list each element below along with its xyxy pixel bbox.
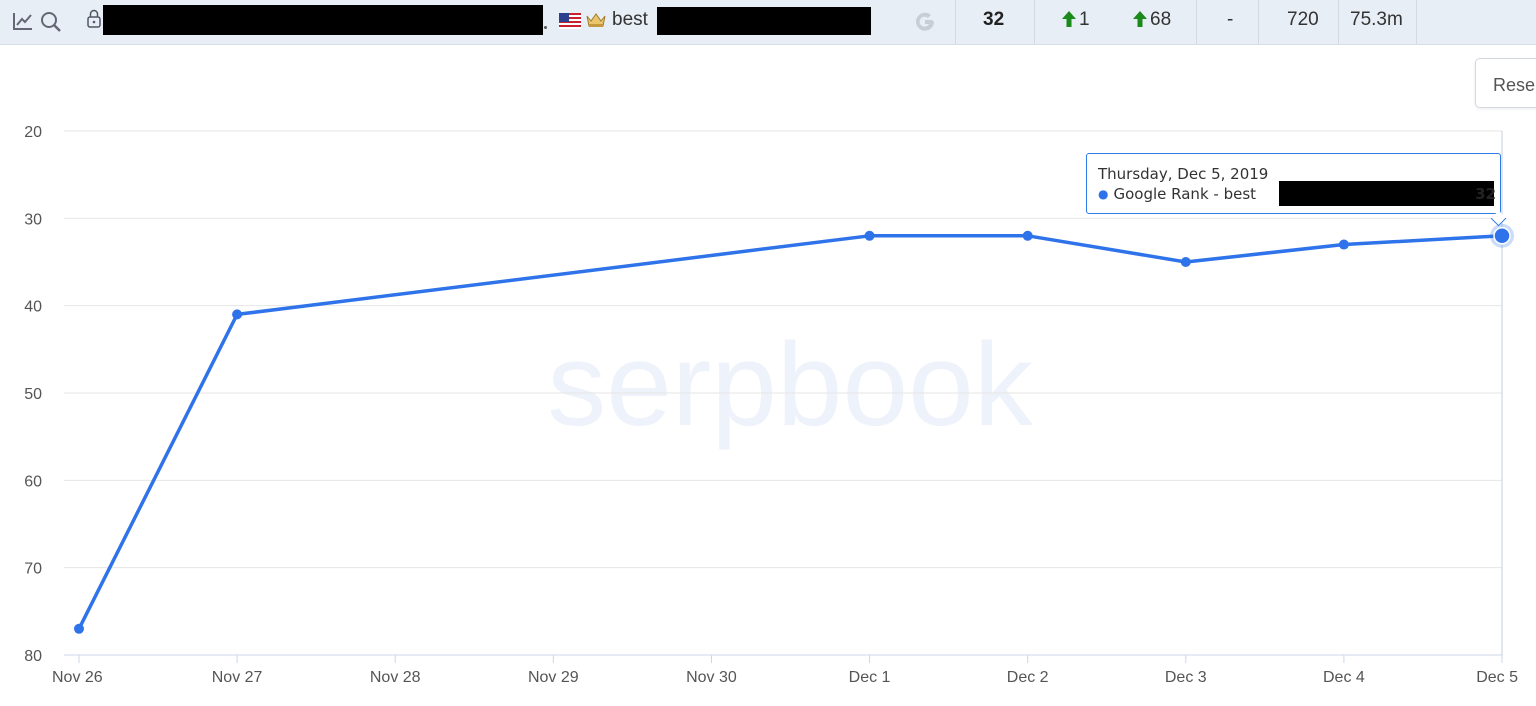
tooltip-series-label: Google Rank - best: [1113, 185, 1257, 203]
best-rank: -: [1227, 9, 1234, 30]
rank-change-day-value: 1: [1079, 9, 1090, 30]
y-tick-label: 30: [24, 211, 42, 228]
x-axis: Nov 26 Nov 27 Nov 28 Nov 29 Nov 30 Dec 1 Dec 2…: [52, 655, 1518, 686]
x-tick-label: Dec 5: [1476, 669, 1518, 686]
redacted-url: [103, 5, 543, 35]
column-divider: [955, 0, 956, 44]
redacted-keyword: [1279, 181, 1494, 206]
y-axis: 20 30 40 50 60 70 80: [24, 124, 42, 665]
y-tick-label: 70: [24, 561, 42, 578]
series-dot-icon: ●: [1098, 187, 1109, 201]
results-count: 75.3m: [1350, 9, 1403, 30]
rank-change-day: 1: [1062, 9, 1090, 31]
tooltip-date: Thursday, Dec 5, 2019: [1098, 165, 1269, 183]
column-divider: [1196, 0, 1197, 44]
search-volume: 720: [1287, 9, 1319, 30]
data-point[interactable]: [1180, 257, 1191, 267]
arrow-up-icon: [1133, 11, 1147, 27]
y-tick-label: 50: [24, 386, 42, 403]
column-divider: [1258, 0, 1259, 44]
data-point[interactable]: [232, 309, 243, 320]
x-tick-label: Nov 26: [52, 669, 103, 686]
chart-icon[interactable]: [12, 11, 34, 36]
data-point[interactable]: [864, 230, 875, 241]
tooltip-series-row: ● Google Rank - best: [1098, 185, 1256, 203]
watermark: serpbook: [547, 319, 1033, 451]
data-point[interactable]: [74, 623, 84, 634]
data-point[interactable]: [1338, 239, 1349, 250]
column-divider: [1416, 0, 1417, 44]
lock-icon: [86, 9, 102, 34]
x-tick-label: Nov 27: [212, 669, 263, 686]
x-tick-label: Dec 2: [1007, 669, 1049, 686]
chart-tooltip: Thursday, Dec 5, 2019 ● Google Rank - bes…: [1086, 153, 1507, 227]
y-tick-label: 20: [24, 124, 42, 141]
redacted-keyword: [657, 7, 871, 35]
google-icon: [914, 11, 936, 38]
x-tick-label: Nov 28: [370, 669, 421, 686]
current-rank: 32: [983, 9, 1005, 30]
y-tick-label: 80: [24, 648, 42, 665]
y-tick-label: 40: [24, 299, 42, 316]
arrow-up-icon: [1062, 11, 1076, 27]
column-divider: [1338, 0, 1339, 44]
tooltip-value: 32: [1475, 185, 1496, 203]
rank-change-total-value: 68: [1150, 9, 1172, 30]
search-icon[interactable]: [40, 11, 62, 38]
x-tick-label: Dec 4: [1323, 669, 1365, 686]
rank-change-total: 68: [1133, 9, 1171, 31]
data-point-highlighted[interactable]: [1493, 227, 1511, 245]
x-tick-label: Nov 30: [686, 669, 737, 686]
x-tick-label: Nov 29: [528, 669, 579, 686]
keyword-row[interactable]: best 32 1 68 - 720 75.3m: [0, 0, 1536, 45]
keyword-text[interactable]: best: [612, 9, 648, 30]
us-flag-icon: [559, 13, 581, 34]
data-point[interactable]: [1022, 230, 1033, 241]
x-tick-label: Dec 1: [849, 669, 891, 686]
reset-zoom-button[interactable]: Rese: [1475, 58, 1536, 108]
x-tick-label: Dec 3: [1165, 669, 1207, 686]
column-divider: [1034, 0, 1035, 44]
url-ellipsis-dot: [544, 26, 547, 29]
series-points[interactable]: [74, 223, 1514, 634]
y-tick-label: 60: [24, 473, 42, 490]
crown-icon: [585, 11, 607, 34]
